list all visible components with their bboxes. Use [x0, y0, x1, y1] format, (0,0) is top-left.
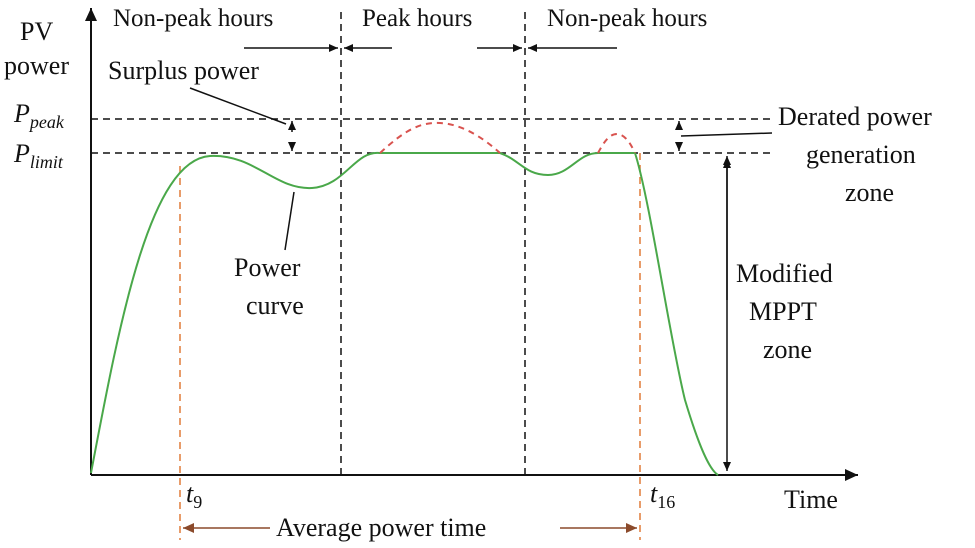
power-curve-label-line1: Power — [234, 253, 301, 282]
t16-label: t16 — [650, 479, 675, 512]
x-axis-label: Time — [784, 485, 838, 514]
mppt-label-line3: zone — [763, 335, 812, 364]
clipped-peak-right — [597, 132, 636, 154]
p-peak-label: Ppeak — [13, 99, 65, 132]
derated-label-line2: generation — [806, 140, 916, 169]
p-limit-label: Plimit — [13, 139, 64, 172]
t9-label: t9 — [186, 479, 202, 512]
period-right-label: Non-peak hours — [547, 5, 707, 32]
period-left-label: Non-peak hours — [113, 5, 273, 32]
y-axis-label-line2: power — [4, 51, 69, 80]
y-axis-label-line1: PV — [20, 17, 53, 46]
surplus-power-leader — [189, 87, 287, 125]
power-curve — [90, 151, 719, 476]
surplus-power-label: Surplus power — [108, 56, 259, 85]
period-middle-label: Peak hours — [362, 5, 472, 32]
derated-label-line1: Derated power — [778, 102, 932, 131]
clipped-peak-middle — [379, 121, 501, 154]
derated-label-line3: zone — [845, 178, 894, 207]
power-curve-label-line2: curve — [246, 291, 304, 320]
mppt-label-line1: Modified — [736, 259, 833, 288]
average-power-time-label: Average power time — [276, 513, 486, 542]
derated-leader — [680, 132, 773, 137]
mppt-label-line2: MPPT — [749, 297, 817, 326]
power-curve-leader — [284, 191, 295, 251]
